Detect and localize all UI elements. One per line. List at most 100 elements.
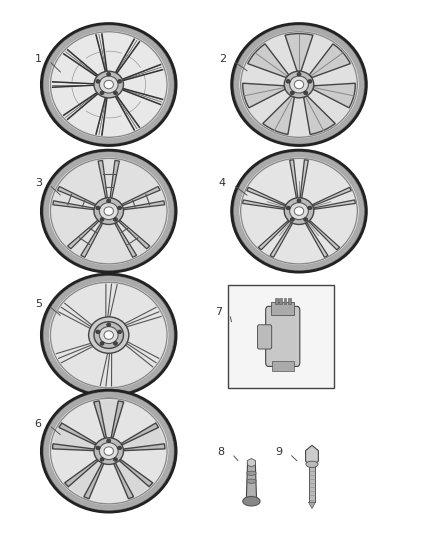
Polygon shape — [243, 83, 285, 108]
Polygon shape — [121, 187, 160, 206]
Bar — [271, 302, 294, 316]
Polygon shape — [122, 428, 164, 449]
Ellipse shape — [308, 79, 312, 83]
Ellipse shape — [94, 198, 124, 224]
Polygon shape — [57, 187, 96, 206]
Bar — [275, 298, 278, 304]
Polygon shape — [313, 83, 355, 108]
Text: 2: 2 — [219, 54, 226, 64]
Ellipse shape — [51, 283, 166, 387]
Ellipse shape — [308, 206, 312, 210]
Polygon shape — [119, 459, 153, 487]
Ellipse shape — [96, 206, 100, 210]
Ellipse shape — [96, 330, 100, 334]
Ellipse shape — [290, 203, 308, 220]
Polygon shape — [115, 461, 148, 497]
Ellipse shape — [247, 471, 256, 475]
FancyBboxPatch shape — [266, 306, 300, 367]
Ellipse shape — [100, 217, 104, 221]
Ellipse shape — [294, 207, 304, 215]
Polygon shape — [114, 463, 134, 499]
Bar — [272, 361, 293, 370]
Ellipse shape — [94, 438, 124, 464]
Ellipse shape — [290, 217, 294, 221]
Polygon shape — [53, 201, 94, 209]
Polygon shape — [121, 423, 159, 445]
Ellipse shape — [290, 91, 294, 95]
Ellipse shape — [99, 203, 118, 220]
Ellipse shape — [51, 399, 166, 503]
Ellipse shape — [117, 79, 122, 83]
Polygon shape — [270, 222, 293, 257]
Ellipse shape — [241, 159, 357, 263]
Ellipse shape — [99, 76, 118, 93]
Polygon shape — [309, 220, 339, 250]
Polygon shape — [285, 34, 313, 71]
Ellipse shape — [99, 327, 118, 344]
Polygon shape — [312, 187, 351, 206]
Bar — [228, 285, 334, 388]
Ellipse shape — [99, 442, 118, 459]
Ellipse shape — [117, 446, 122, 450]
Polygon shape — [123, 201, 165, 209]
Ellipse shape — [284, 71, 314, 98]
Ellipse shape — [104, 447, 113, 455]
Ellipse shape — [117, 330, 122, 334]
Ellipse shape — [117, 206, 122, 210]
Polygon shape — [115, 223, 137, 257]
Ellipse shape — [107, 323, 111, 327]
Polygon shape — [247, 458, 255, 467]
Ellipse shape — [107, 72, 111, 76]
Text: 5: 5 — [35, 300, 42, 310]
FancyBboxPatch shape — [258, 325, 272, 349]
Polygon shape — [308, 502, 315, 508]
Ellipse shape — [290, 76, 308, 93]
Polygon shape — [65, 459, 98, 487]
Ellipse shape — [284, 198, 314, 224]
Polygon shape — [94, 401, 106, 438]
Ellipse shape — [294, 80, 304, 89]
Ellipse shape — [113, 217, 117, 221]
Polygon shape — [246, 463, 257, 501]
Bar — [284, 298, 286, 304]
Ellipse shape — [88, 317, 129, 353]
Ellipse shape — [107, 199, 111, 203]
Polygon shape — [263, 96, 294, 134]
Ellipse shape — [104, 331, 113, 340]
Text: 6: 6 — [35, 419, 42, 429]
Ellipse shape — [113, 342, 117, 345]
Ellipse shape — [100, 91, 104, 95]
Ellipse shape — [51, 159, 166, 263]
Text: 3: 3 — [35, 178, 42, 188]
Text: 1: 1 — [35, 54, 42, 64]
Polygon shape — [124, 444, 165, 450]
Polygon shape — [111, 401, 124, 438]
Ellipse shape — [113, 458, 117, 461]
Ellipse shape — [104, 80, 113, 89]
Bar — [279, 298, 282, 304]
Ellipse shape — [297, 199, 301, 203]
Polygon shape — [53, 444, 94, 450]
Ellipse shape — [96, 446, 100, 450]
Polygon shape — [53, 428, 95, 449]
Polygon shape — [247, 44, 289, 78]
Polygon shape — [67, 220, 99, 249]
Polygon shape — [59, 423, 96, 445]
Text: 8: 8 — [218, 447, 225, 457]
Ellipse shape — [51, 33, 166, 136]
Text: 9: 9 — [275, 447, 282, 457]
Ellipse shape — [286, 79, 290, 83]
Ellipse shape — [243, 496, 260, 506]
Polygon shape — [305, 222, 328, 257]
Ellipse shape — [306, 461, 318, 467]
Polygon shape — [243, 200, 285, 209]
Ellipse shape — [100, 458, 104, 461]
Ellipse shape — [304, 217, 308, 221]
Ellipse shape — [107, 439, 111, 442]
Polygon shape — [309, 44, 350, 78]
Polygon shape — [119, 220, 150, 249]
Ellipse shape — [304, 91, 308, 95]
Polygon shape — [290, 160, 298, 198]
Polygon shape — [81, 223, 102, 257]
Ellipse shape — [297, 72, 301, 76]
